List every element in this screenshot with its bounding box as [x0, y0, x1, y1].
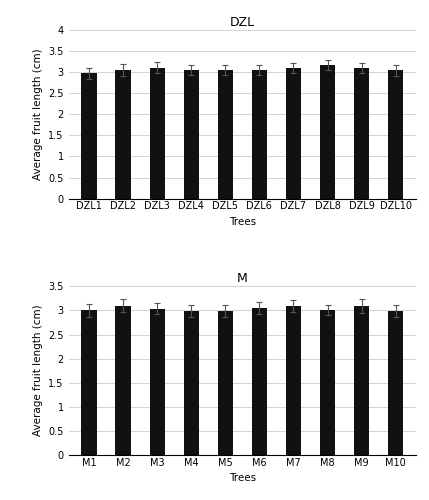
Bar — [388, 311, 403, 455]
Bar — [354, 306, 369, 455]
X-axis label: Trees: Trees — [229, 474, 256, 484]
Bar — [320, 310, 335, 455]
Y-axis label: Average fruit length (cm): Average fruit length (cm) — [33, 48, 43, 180]
Bar — [218, 70, 233, 198]
Bar — [354, 68, 369, 198]
Bar — [82, 310, 97, 455]
Bar — [150, 308, 165, 455]
Bar — [82, 74, 97, 198]
Y-axis label: Average fruit length (cm): Average fruit length (cm) — [33, 305, 43, 436]
Bar — [252, 308, 267, 455]
Bar — [252, 70, 267, 198]
Bar — [388, 70, 403, 198]
Bar — [184, 311, 199, 455]
Bar — [286, 68, 301, 198]
Bar — [115, 70, 131, 198]
Bar — [150, 68, 165, 198]
Bar — [286, 306, 301, 455]
Bar — [115, 306, 131, 455]
Title: DZL: DZL — [230, 16, 255, 29]
Bar — [320, 66, 335, 198]
Bar — [218, 311, 233, 455]
X-axis label: Trees: Trees — [229, 217, 256, 227]
Title: M: M — [237, 272, 248, 285]
Bar — [184, 70, 199, 198]
